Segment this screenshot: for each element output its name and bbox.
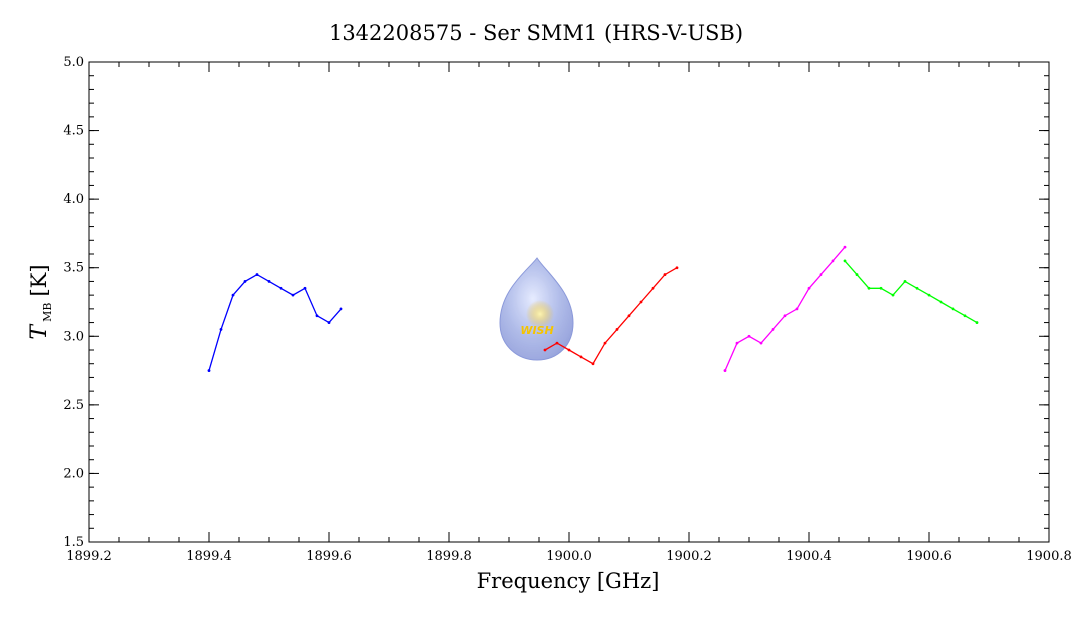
series-3-point xyxy=(843,245,847,249)
y-tick-label: 3.5 xyxy=(63,261,84,276)
series-4-point xyxy=(879,286,883,290)
series-4-point xyxy=(843,259,847,263)
series-1-point xyxy=(339,307,343,311)
series-4-point xyxy=(939,300,943,304)
series-4-point xyxy=(891,293,895,297)
axis-tick-labels: 1899.2 1899.4 1899.6 1899.8 1900.0 1900.2 1900… xyxy=(63,55,1071,564)
series-1-point xyxy=(279,286,283,290)
series-group xyxy=(207,245,979,372)
axis-ticks xyxy=(88,61,1050,543)
series-1-point xyxy=(315,314,319,318)
series-3-point xyxy=(807,286,811,290)
y-axis-label-symbol: T xyxy=(27,323,52,340)
series-2-point xyxy=(591,362,595,366)
wish-logo: WISH xyxy=(499,257,574,361)
series-2-point xyxy=(663,273,667,276)
x-tick-label: 1900.8 xyxy=(1026,549,1072,564)
y-tick-label: 2.0 xyxy=(63,466,84,481)
series-line-1 xyxy=(208,273,342,371)
series-2-point xyxy=(615,328,619,331)
series-1-point xyxy=(303,286,307,290)
series-1-point xyxy=(231,293,235,297)
series-2-point xyxy=(603,341,607,345)
series-2-point xyxy=(639,300,643,304)
series-3-point xyxy=(819,273,823,276)
series-line-3 xyxy=(724,246,846,371)
x-tick-label: 1900.2 xyxy=(666,549,712,564)
x-axis-label: Frequency [GHz] xyxy=(477,569,660,593)
series-1-point xyxy=(327,321,331,324)
series-1-point xyxy=(219,328,223,331)
series-3-point xyxy=(723,369,727,372)
y-tick-label: 3.0 xyxy=(63,329,84,344)
series-4-point xyxy=(855,273,859,276)
y-axis-label: TMB [K] xyxy=(27,264,54,339)
series-3-point xyxy=(735,341,739,345)
y-tick-label: 2.5 xyxy=(63,398,84,413)
y-tick-label: 1.5 xyxy=(63,535,84,550)
x-tick-label: 1900.0 xyxy=(546,549,592,564)
series-1-point xyxy=(207,369,211,372)
series-4-point xyxy=(975,321,979,324)
series-2-point xyxy=(555,341,559,345)
svg-text:TMB[K]: TMB [K] xyxy=(27,264,54,339)
x-tick-label: 1899.6 xyxy=(306,549,352,564)
series-line-4 xyxy=(844,260,978,324)
wish-logo-text: WISH xyxy=(520,324,553,337)
series-4-point xyxy=(963,314,967,318)
y-tick-label: 4.0 xyxy=(63,192,84,207)
chart-title: 1342208575 - Ser SMM1 (HRS-V-USB) xyxy=(329,21,743,45)
series-4-point xyxy=(903,280,907,283)
x-tick-label: 1899.4 xyxy=(186,549,232,564)
y-tick-label: 4.5 xyxy=(63,124,84,139)
series-1-point xyxy=(243,280,247,283)
x-tick-label: 1899.8 xyxy=(426,549,472,564)
y-axis-label-unit: [K] xyxy=(27,264,51,296)
series-2-point xyxy=(651,286,655,290)
y-tick-label: 5.0 xyxy=(63,55,84,70)
series-2-point xyxy=(627,314,631,318)
series-2-point xyxy=(579,355,583,359)
series-3-point xyxy=(795,307,799,311)
x-tick-label: 1900.4 xyxy=(786,549,832,564)
series-2-point xyxy=(675,266,679,270)
series-line-2 xyxy=(544,267,678,365)
x-tick-label: 1900.6 xyxy=(906,549,952,564)
y-axis-label-subscript: MB xyxy=(41,303,54,322)
series-4-point xyxy=(927,293,931,297)
series-3-point xyxy=(831,259,835,263)
series-1-point xyxy=(267,280,271,283)
series-3-point xyxy=(771,328,775,331)
x-tick-label: 1899.2 xyxy=(66,549,112,564)
series-2-point xyxy=(567,348,571,352)
series-1-point xyxy=(291,293,295,297)
series-1-point xyxy=(255,273,259,276)
series-4-point xyxy=(951,307,955,311)
series-3-point xyxy=(783,314,787,318)
series-3-point xyxy=(747,334,751,338)
series-3-point xyxy=(759,341,763,345)
series-4-point xyxy=(867,286,871,290)
series-2-point xyxy=(543,348,547,352)
series-4-point xyxy=(915,286,919,290)
